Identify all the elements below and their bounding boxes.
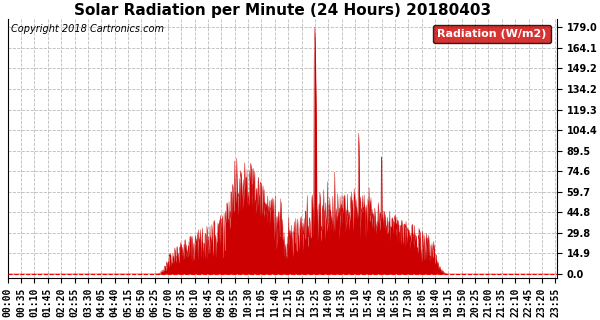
Legend: Radiation (W/m2): Radiation (W/m2) — [433, 25, 551, 44]
Text: Copyright 2018 Cartronics.com: Copyright 2018 Cartronics.com — [11, 24, 164, 34]
Title: Solar Radiation per Minute (24 Hours) 20180403: Solar Radiation per Minute (24 Hours) 20… — [74, 3, 491, 18]
